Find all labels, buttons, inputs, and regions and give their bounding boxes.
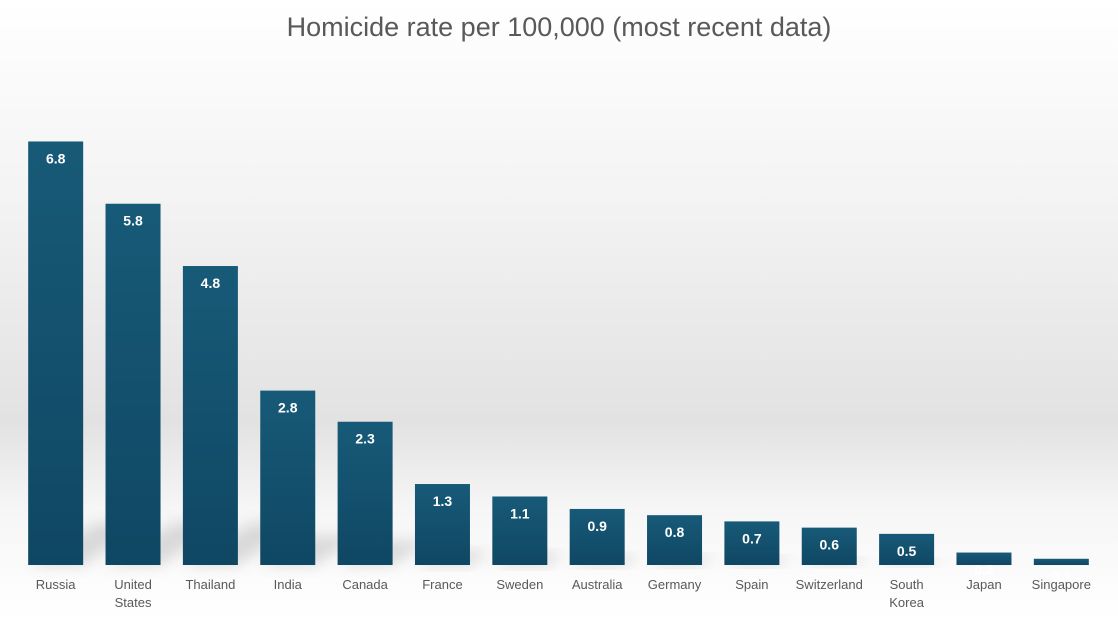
data-label-sweden: 1.1 bbox=[510, 505, 530, 521]
data-label-switzerland: 0.6 bbox=[820, 537, 840, 553]
data-label-singapore: 0.1 bbox=[1052, 568, 1072, 584]
bar-spain bbox=[724, 521, 780, 565]
category-label-spain: Spain bbox=[735, 577, 768, 592]
chart-title: Homicide rate per 100,000 (most recent d… bbox=[286, 12, 832, 42]
bar-india bbox=[260, 390, 316, 565]
bar-south-korea bbox=[879, 533, 935, 565]
category-label-switzerland: Switzerland bbox=[796, 577, 863, 592]
category-label-united-states: United States bbox=[114, 577, 152, 610]
bar-france bbox=[414, 484, 470, 565]
data-label-japan: 0.2 bbox=[974, 562, 994, 578]
data-label-canada: 2.3 bbox=[355, 431, 375, 447]
category-labels: Russia United States Thailand India Canada Fra… bbox=[36, 577, 1091, 610]
data-label-australia: 0.9 bbox=[587, 518, 607, 534]
category-label-thailand: Thailand bbox=[185, 577, 235, 592]
bar-canada bbox=[337, 421, 393, 565]
category-label-canada: Canada bbox=[342, 577, 388, 592]
category-label-sweden: Sweden bbox=[496, 577, 543, 592]
category-label-france: France bbox=[422, 577, 462, 592]
data-label-united-states: 5.8 bbox=[123, 213, 143, 229]
bar-singapore bbox=[1033, 558, 1089, 565]
category-label-russia: Russia bbox=[36, 577, 77, 592]
data-label-south-korea: 0.5 bbox=[897, 543, 917, 559]
bar-japan bbox=[956, 552, 1012, 565]
category-label-germany: Germany bbox=[648, 577, 702, 592]
bar-united-states bbox=[105, 203, 161, 565]
bars bbox=[28, 141, 1089, 565]
data-labels: 6.8 5.8 4.8 2.8 2.3 1.3 1.1 0.9 0.8 0.7 0.6 0.5 0.2 0… bbox=[46, 150, 1071, 583]
data-label-germany: 0.8 bbox=[665, 524, 685, 540]
bar-sweden bbox=[492, 496, 548, 565]
bar-germany bbox=[647, 515, 703, 565]
data-label-thailand: 4.8 bbox=[201, 275, 221, 291]
category-label-australia: Australia bbox=[572, 577, 623, 592]
bar-russia bbox=[28, 141, 84, 565]
data-label-india: 2.8 bbox=[278, 400, 298, 416]
bar-australia bbox=[569, 508, 625, 565]
data-label-russia: 6.8 bbox=[46, 150, 66, 166]
data-label-spain: 0.7 bbox=[742, 530, 762, 546]
category-label-japan: Japan bbox=[966, 577, 1001, 592]
data-label-france: 1.3 bbox=[433, 493, 453, 509]
bar-thailand bbox=[182, 266, 238, 565]
bar-switzerland bbox=[801, 527, 857, 565]
category-label-south-korea: South Korea bbox=[889, 577, 924, 610]
category-label-singapore: Singapore bbox=[1032, 577, 1091, 592]
category-label-india: India bbox=[274, 577, 303, 592]
